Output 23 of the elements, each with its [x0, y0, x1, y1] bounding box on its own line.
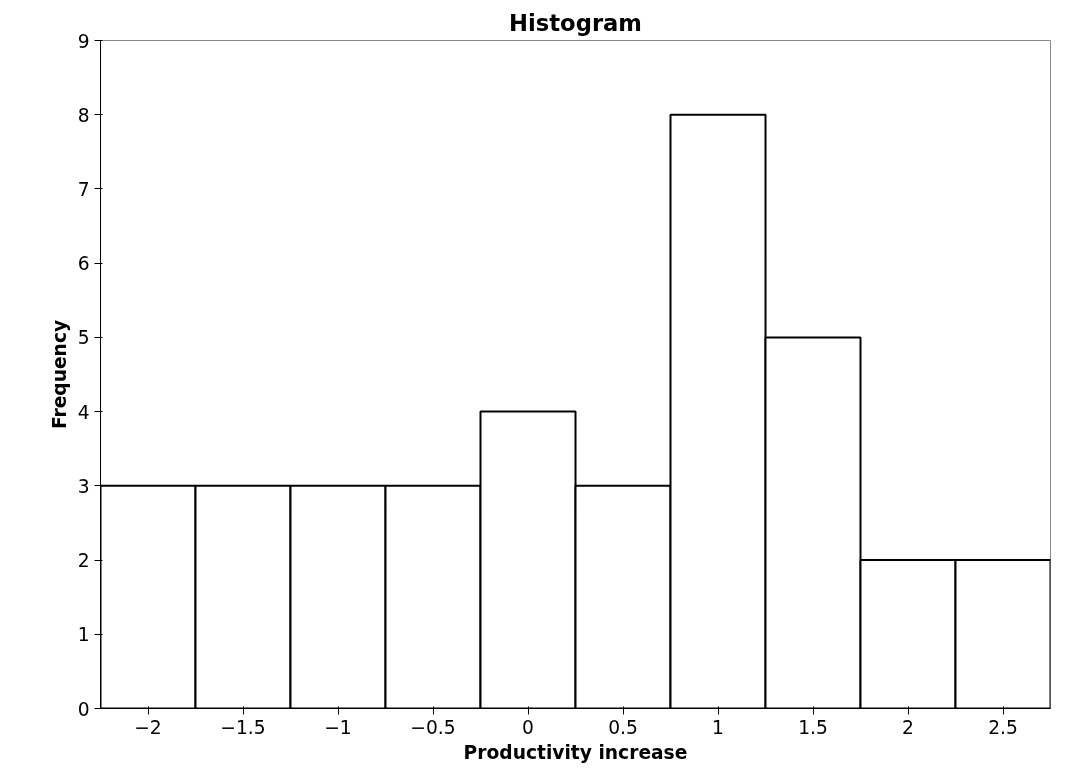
y-tick-label: 2	[77, 550, 90, 572]
y-tick-label: 1	[77, 624, 90, 646]
x-tick-label: −2	[134, 716, 162, 738]
y-axis-title: Frequency	[48, 319, 70, 430]
y-tick-label: 8	[77, 104, 90, 126]
x-axis-title: Productivity increase	[463, 741, 688, 763]
x-tick-label: 1.5	[798, 716, 828, 738]
y-tick-label: 4	[77, 401, 90, 423]
x-tick-label: 1	[712, 716, 724, 738]
x-tick-label: −0.5	[410, 716, 456, 738]
chart-title: Histogram	[509, 9, 642, 36]
y-tick-label: 5	[77, 327, 90, 349]
x-tick-label: 2	[902, 716, 914, 738]
y-tick-label: 3	[77, 475, 90, 497]
x-tick-label: 0	[522, 716, 534, 738]
y-tick-label: 9	[77, 30, 90, 52]
x-tick-label: 0.5	[608, 716, 638, 738]
y-tick-label: 0	[77, 698, 90, 720]
x-tick-label: 2.5	[988, 716, 1018, 738]
y-tick-label: 6	[77, 253, 90, 275]
y-tick-label: 7	[77, 178, 90, 200]
x-tick-label: −1.5	[220, 716, 266, 738]
x-tick-label: −1	[324, 716, 352, 738]
